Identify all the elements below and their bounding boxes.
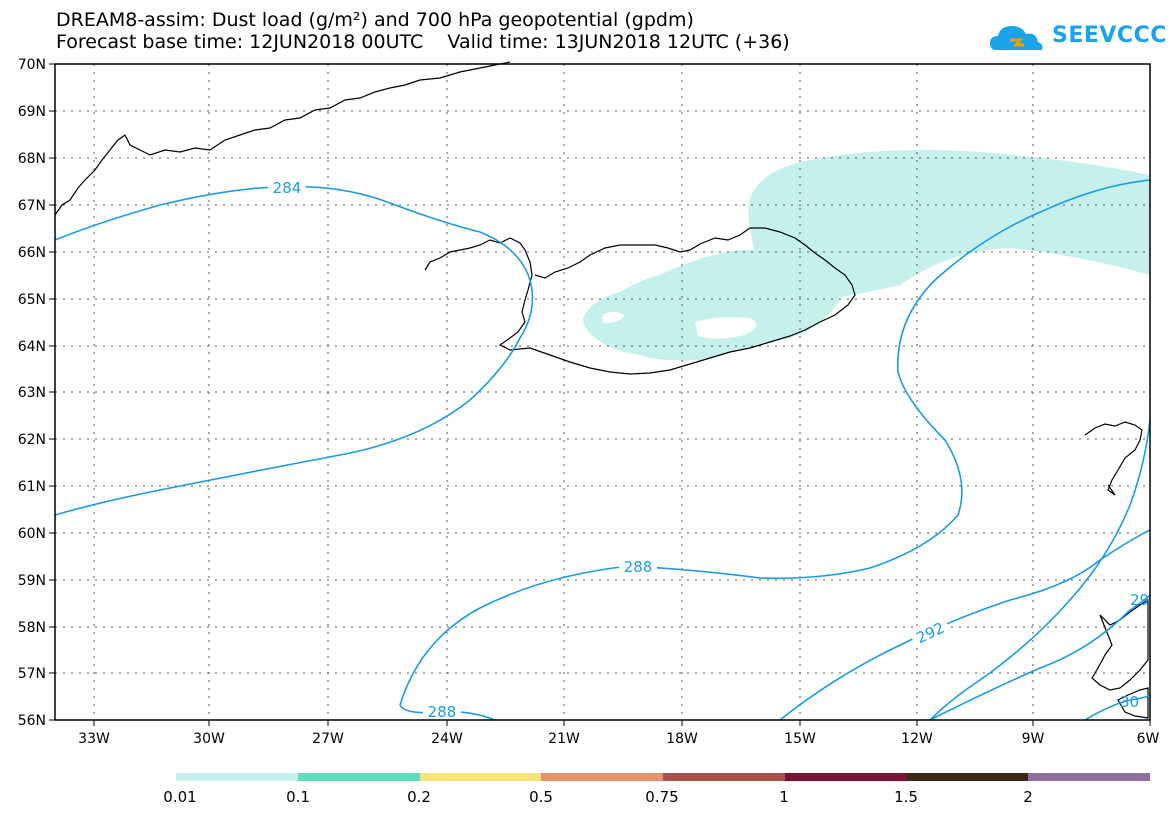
- contour-300: [1084, 694, 1151, 721]
- color-legend-bar: [176, 773, 1150, 781]
- lon-label: 12W: [901, 731, 933, 747]
- lat-label: 70N: [18, 57, 46, 73]
- contour-label-288-north: 288: [624, 558, 653, 576]
- contour-labels: 284 288 288 292 29 30: [268, 178, 1149, 721]
- lat-label: 66N: [18, 245, 46, 261]
- legend-label: 2: [1023, 788, 1033, 806]
- contour-292-low: [779, 529, 1151, 721]
- legend-segment: [663, 773, 785, 781]
- legend-label: 0.1: [286, 788, 310, 806]
- lat-label: 63N: [18, 385, 46, 401]
- legend-segment: [1028, 773, 1150, 781]
- lat-label: 62N: [18, 432, 46, 448]
- lon-label: 24W: [431, 731, 463, 747]
- lat-label: 57N: [18, 666, 46, 682]
- lon-label: 33W: [78, 731, 110, 747]
- tick-marks: [49, 63, 1151, 726]
- contour-label-29x: 29: [1130, 591, 1149, 609]
- lat-label: 69N: [18, 104, 46, 120]
- legend-label: 0.2: [407, 788, 431, 806]
- legend-label: 1.5: [894, 788, 918, 806]
- grid-lines: [55, 64, 1150, 720]
- lon-label: 9W: [1022, 731, 1045, 747]
- lon-label: 6W: [1137, 731, 1160, 747]
- lon-label: 15W: [784, 731, 816, 747]
- legend-segment: [419, 773, 542, 781]
- map-title: DREAM8-assim: Dust load (g/m²) and 700 h…: [56, 9, 694, 31]
- contour-284: [54, 185, 534, 516]
- lon-label: 21W: [548, 731, 580, 747]
- lat-label: 61N: [18, 479, 46, 495]
- legend-label: 1: [779, 788, 789, 806]
- coastlines: [54, 61, 1149, 719]
- dust-load-area: [583, 149, 1150, 361]
- legend-segment: [176, 773, 298, 781]
- lat-label: 60N: [18, 526, 46, 542]
- lat-label: 65N: [18, 292, 46, 308]
- logo-text: SEEVCCC: [1052, 23, 1167, 48]
- legend-label: 0.01: [163, 788, 197, 806]
- latitude-labels: 70N 69N 68N 67N 66N 65N 64N 63N 62N 61N …: [18, 57, 46, 729]
- lat-label: 56N: [18, 713, 46, 729]
- legend-label: 0.5: [529, 788, 553, 806]
- lat-label: 68N: [18, 151, 46, 167]
- seevccc-cloud-logo-icon: [990, 26, 1043, 50]
- legend-segment: [297, 773, 420, 781]
- lat-label: 67N: [18, 198, 46, 214]
- geopotential-contours: [54, 179, 1151, 721]
- lat-label: 59N: [18, 573, 46, 589]
- legend-label: 0.75: [645, 788, 679, 806]
- legend-segment: [906, 773, 1029, 781]
- contour-296: [929, 594, 1151, 721]
- legend-segment: [541, 773, 663, 781]
- lat-label: 58N: [18, 620, 46, 636]
- lat-label: 64N: [18, 339, 46, 355]
- lon-label: 18W: [666, 731, 698, 747]
- longitude-labels: 33W 30W 27W 24W 21W 18W 15W 12W 9W 6W: [78, 731, 1159, 747]
- map-subtitle: Forecast base time: 12JUN2018 00UTC Vali…: [56, 31, 790, 53]
- lon-label: 30W: [193, 731, 225, 747]
- lon-label: 27W: [312, 731, 344, 747]
- contour-292: [929, 419, 1151, 721]
- contour-label-30x: 30: [1120, 693, 1139, 711]
- contour-288a: [399, 179, 1151, 706]
- contour-label-284: 284: [273, 179, 302, 197]
- contour-label-288-south: 288: [428, 703, 457, 721]
- legend-segment: [784, 773, 907, 781]
